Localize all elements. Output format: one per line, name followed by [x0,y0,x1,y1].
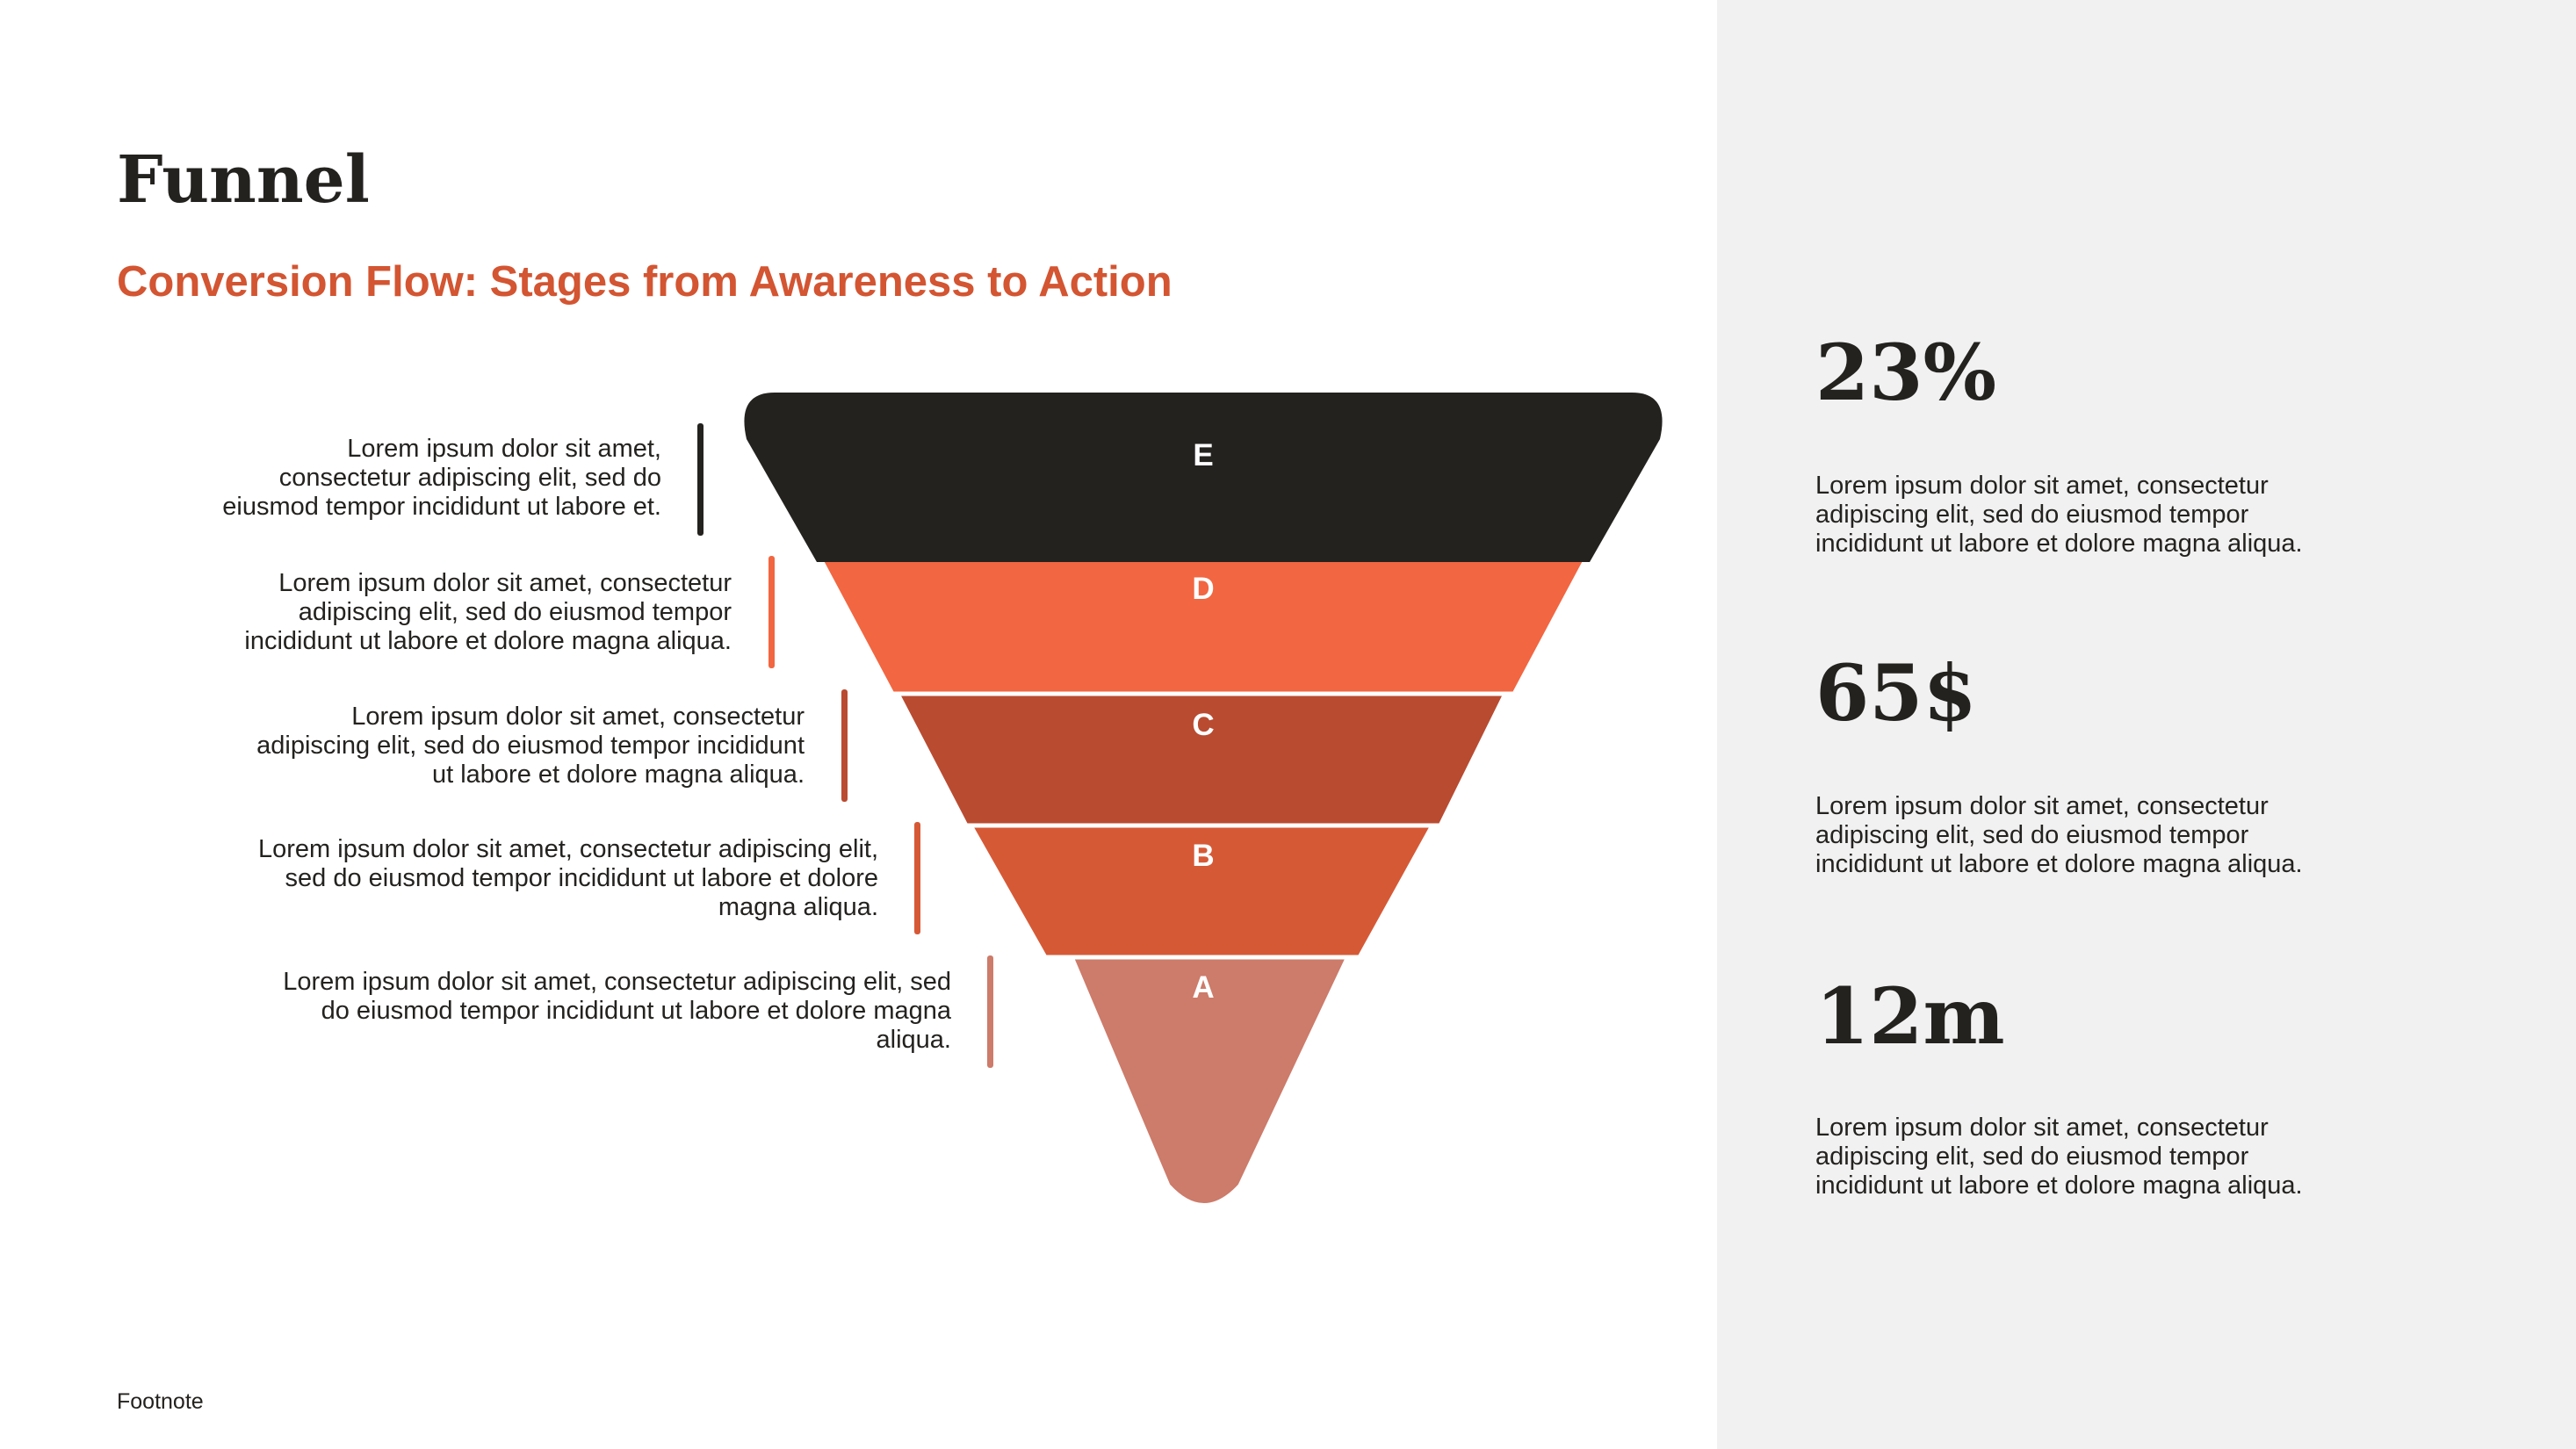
description-line: aliqua. [876,1026,951,1054]
description-line: Lorem ipsum dolor sit amet, [347,435,661,463]
description-line: adipiscing elit, sed do eiusmod tempor i… [256,732,805,760]
stat-value: 12m [1815,970,2005,1062]
stat-description-line: incididunt ut labore et dolore magna ali… [1815,1171,2303,1200]
description-line: consectetur adipiscing elit, sed do [278,464,661,492]
stat-value: 23% [1815,327,1997,418]
description-line: incididunt ut labore et dolore magna ali… [244,627,732,655]
funnel-stage-e-shape [744,393,1663,562]
funnel-stage-d-label: D [1192,572,1214,606]
description-line: do eiusmod tempor incididunt ut labore e… [321,997,951,1025]
stage-d-marker [768,556,775,668]
description-line: ut labore et dolore magna aliqua. [431,761,805,789]
description-line: Lorem ipsum dolor sit amet, consectetur [278,569,732,597]
description-line: adipiscing elit, sed do eiusmod tempor [298,598,732,626]
funnel-stage-b-label: B [1192,839,1214,873]
funnel-stage-e: E [744,393,1663,562]
stat-description: Lorem ipsum dolor sit amet, consectetur … [1815,1114,2303,1200]
stat-description-line: Lorem ipsum dolor sit amet, consectetur [1815,1114,2269,1142]
stat-description-line: adipiscing elit, sed do eiusmod tempor [1815,821,2249,849]
stage-b-description: Lorem ipsum dolor sit amet, consectetur … [258,835,878,922]
footnote: Footnote [117,1389,204,1414]
funnel-stage-e-label: E [1193,438,1213,472]
description-line: eiusmod tempor incididunt ut labore et. [222,493,661,521]
stage-c-description: Lorem ipsum dolor sit amet, consectetur … [256,703,805,789]
funnel-stage-a: A [1057,919,1357,1208]
stat-description-line: adipiscing elit, sed do eiusmod tempor [1815,1143,2249,1171]
funnel-stage-a-shape [1057,919,1357,1208]
stat-description-line: incididunt ut labore et dolore magna ali… [1815,850,2303,878]
stat-description-line: Lorem ipsum dolor sit amet, consectetur [1815,792,2269,820]
stat-description: Lorem ipsum dolor sit amet, consectetur … [1815,472,2303,559]
stage-e-description: Lorem ipsum dolor sit amet, consectetur … [222,435,661,522]
stage-d-description: Lorem ipsum dolor sit amet, consectetur … [244,569,732,656]
description-line: Lorem ipsum dolor sit amet, consectetur … [258,835,878,863]
stats-panel [1717,0,2576,1449]
stat-description-line: incididunt ut labore et dolore magna ali… [1815,530,2303,558]
page-title: Funnel [117,142,370,218]
page-subtitle: Conversion Flow: Stages from Awareness t… [117,258,1173,306]
description-line: magna aliqua. [718,893,878,921]
stage-b-marker [914,822,920,934]
description-line: sed do eiusmod tempor incididunt ut labo… [285,864,878,892]
funnel-stage-c-label: C [1192,708,1214,742]
description-line: Lorem ipsum dolor sit amet, consectetur [351,703,805,731]
stat-description-line: Lorem ipsum dolor sit amet, consectetur [1815,472,2269,500]
stat-value: 65$ [1815,647,1977,739]
stat-description-line: adipiscing elit, sed do eiusmod tempor [1815,501,2249,529]
stat-description: Lorem ipsum dolor sit amet, consectetur … [1815,792,2303,879]
description-line: Lorem ipsum dolor sit amet, consectetur … [283,968,951,996]
stage-a-marker [987,955,993,1068]
stage-c-marker [841,689,848,802]
stage-e-marker [697,423,704,536]
stage-a-description: Lorem ipsum dolor sit amet, consectetur … [283,968,951,1055]
funnel-stage-a-label: A [1192,970,1214,1005]
